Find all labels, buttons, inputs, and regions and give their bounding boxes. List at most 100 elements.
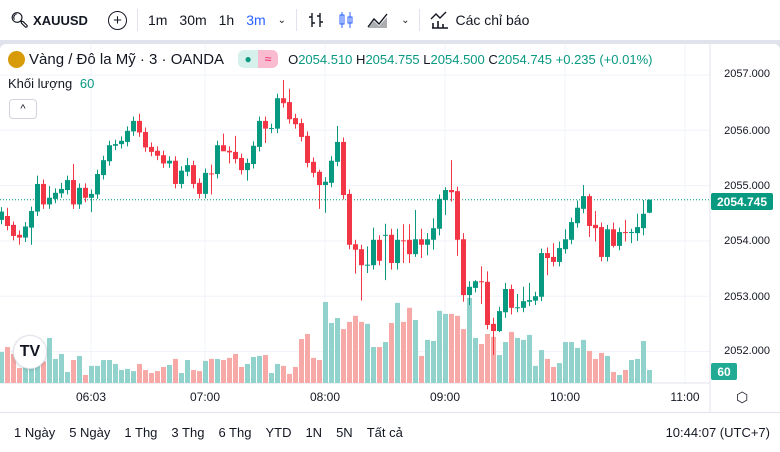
volume-bar	[41, 361, 46, 383]
volume-bar	[233, 353, 238, 383]
settings-gear-icon[interactable]: ⬡	[736, 389, 749, 405]
candle-body	[125, 130, 130, 142]
candle-body	[59, 188, 64, 194]
time-tick: 08:00	[309, 390, 341, 404]
volume-bar	[425, 339, 430, 383]
candle-chart-type-button[interactable]	[331, 0, 361, 40]
range-1-year[interactable]: 1N	[305, 425, 323, 440]
volume-bar	[0, 352, 4, 383]
candle-body	[479, 281, 484, 283]
interval-1h[interactable]: 1h	[218, 12, 235, 28]
candle-body	[593, 224, 598, 229]
clock-timezone[interactable]: 10:44:07 (UTC+7)	[665, 425, 770, 440]
candle-body	[29, 211, 34, 228]
volume-bar	[617, 374, 622, 383]
low-value: 2054.500	[430, 51, 485, 67]
candle-body	[191, 165, 196, 184]
volume-bar	[203, 360, 208, 383]
tradingview-logo[interactable]: TV	[13, 335, 47, 369]
volume-bar	[647, 370, 652, 383]
candle-body	[179, 170, 184, 184]
candle-body	[113, 144, 118, 146]
compare-add-button[interactable]: +	[102, 0, 133, 40]
volume-bar	[539, 350, 544, 383]
candle-body	[0, 211, 4, 220]
symbol-search[interactable]: 🔍︎ XAUUSD	[0, 0, 94, 40]
volume-bar	[347, 321, 352, 383]
range-6-month[interactable]: 6 Thg	[218, 425, 252, 440]
volume-bar	[509, 331, 514, 383]
volume-bar	[17, 368, 22, 383]
interval-3m[interactable]: 3m	[246, 12, 266, 28]
range-ytd[interactable]: YTD	[265, 425, 292, 440]
volume-bar	[83, 374, 88, 383]
candle-body	[371, 239, 376, 266]
candle-body	[407, 239, 412, 255]
price-tick: 2052.000	[724, 345, 770, 357]
volume-bar	[209, 358, 214, 383]
candle-body	[293, 118, 298, 125]
candle-body	[47, 197, 52, 205]
volume-bar	[125, 368, 130, 383]
volume-bar	[53, 358, 58, 383]
range-1-day[interactable]: 1 Ngày	[14, 425, 56, 440]
volume-bar	[569, 342, 574, 383]
candle-body	[437, 198, 442, 229]
candle-body	[77, 187, 82, 205]
volume-bar	[299, 339, 304, 383]
candle-body	[497, 311, 502, 332]
volume-bar	[491, 336, 496, 383]
market-status-pill[interactable]: ● ≈	[238, 50, 279, 68]
symbol-label: XAUUSD	[33, 12, 88, 28]
volume-bar	[215, 358, 220, 383]
range-5-day[interactable]: 5 Ngày	[69, 425, 111, 440]
candle-body	[167, 160, 172, 164]
range-all[interactable]: Tất cả	[366, 425, 403, 440]
volume-bar	[599, 352, 604, 383]
volume-bar	[419, 355, 424, 383]
price-tick: 2055.000	[724, 180, 770, 192]
volume-bar	[521, 339, 526, 383]
volume-bar	[377, 347, 382, 383]
volume-bar	[101, 360, 106, 383]
interval-dropdown[interactable]: ⌄	[272, 0, 292, 40]
range-1-month[interactable]: 1 Thg	[124, 425, 158, 440]
volume-bar	[281, 365, 286, 383]
current-volume-label: 60	[711, 363, 737, 380]
divider	[419, 9, 421, 31]
candle-body	[359, 249, 364, 266]
candle-body	[197, 182, 202, 194]
range-5-year[interactable]: 5N	[336, 425, 353, 440]
volume-bar	[383, 342, 388, 383]
candle-body	[491, 323, 496, 332]
volume-bar	[611, 371, 616, 383]
chart-type-dropdown[interactable]: ⌄	[395, 0, 415, 40]
interval-1m[interactable]: 1m	[147, 12, 168, 28]
volume-bar	[341, 329, 346, 383]
candle-body	[203, 172, 208, 194]
candle-body	[53, 192, 58, 199]
close-value: 2054.745	[497, 51, 553, 67]
candle-body	[425, 239, 430, 245]
candle-body	[155, 150, 160, 156]
volume-bar	[11, 353, 16, 383]
range-3-month[interactable]: 3 Thg	[171, 425, 205, 440]
candle-body	[263, 120, 268, 129]
candle-body	[209, 173, 214, 175]
candle-body	[149, 146, 154, 152]
area-chart-type-button[interactable]	[361, 0, 395, 40]
candle-body	[95, 173, 100, 195]
volume-bar	[575, 347, 580, 383]
volume-bar	[467, 297, 472, 383]
volume-bar	[275, 363, 280, 383]
volume-bar	[335, 318, 340, 383]
collapse-legend-button[interactable]: ^	[9, 99, 37, 119]
time-tick: 06:03	[75, 390, 107, 404]
candle-body	[539, 253, 544, 297]
bar-chart-type-button[interactable]	[301, 0, 331, 40]
chevron-down-icon: ⌄	[277, 14, 287, 26]
interval-30m[interactable]: 30m	[179, 12, 207, 28]
candle-body	[83, 187, 88, 198]
indicators-button[interactable]: Các chỉ báo	[424, 0, 535, 40]
